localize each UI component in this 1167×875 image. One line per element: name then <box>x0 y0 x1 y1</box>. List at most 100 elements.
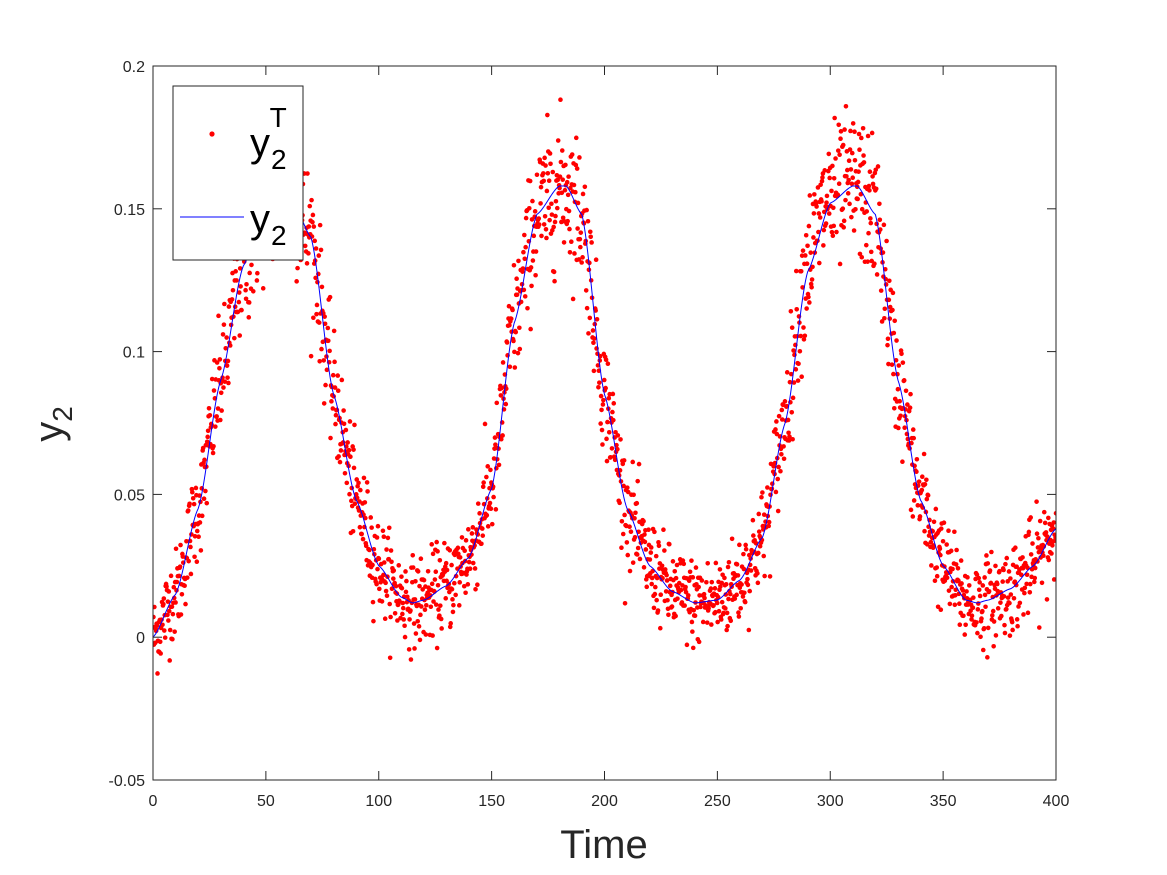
scatter-point <box>673 575 679 581</box>
scatter-point <box>591 368 597 374</box>
scatter-point <box>696 639 702 645</box>
scatter-point <box>773 427 778 432</box>
scatter-point <box>447 624 453 630</box>
scatter-point <box>819 199 824 204</box>
scatter-point <box>635 545 641 551</box>
scatter-point <box>846 177 851 183</box>
scatter-point <box>1013 582 1019 588</box>
scatter-point <box>221 385 226 390</box>
scatter-point <box>851 228 857 233</box>
svg-text:y2: y2 <box>27 406 78 442</box>
scatter-point <box>310 219 315 225</box>
scatter-point <box>567 249 573 255</box>
scatter-point <box>488 506 494 512</box>
scatter-point <box>782 399 788 404</box>
scatter-point <box>985 655 990 660</box>
scatter-point <box>402 623 407 629</box>
scatter-point <box>213 424 218 429</box>
scatter-point <box>221 322 227 327</box>
scatter-point <box>599 407 604 413</box>
scatter-point <box>482 421 488 427</box>
scatter-point <box>1006 569 1012 574</box>
scatter-point <box>542 214 548 219</box>
scatter-point <box>531 233 537 239</box>
scatter-point <box>516 258 521 264</box>
scatter-point <box>1013 545 1018 550</box>
scatter-point <box>217 366 222 371</box>
scatter-point <box>849 214 854 220</box>
scatter-point <box>804 261 810 267</box>
scatter-point <box>222 301 227 307</box>
scatter-point <box>625 552 631 558</box>
scatter-point <box>387 655 393 661</box>
scatter-point <box>465 582 471 587</box>
scatter-point <box>363 515 368 521</box>
scatter-point <box>661 527 666 532</box>
scatter-point <box>384 593 390 599</box>
scatter-point <box>399 585 405 591</box>
scatter-point <box>153 614 156 620</box>
scatter-point <box>325 325 331 331</box>
scatter-point <box>391 576 396 581</box>
scatter-point <box>993 633 999 638</box>
scatter-point <box>399 574 404 579</box>
scatter-point <box>475 582 480 588</box>
scatter-point <box>173 546 179 552</box>
scatter-point <box>691 608 697 613</box>
scatter-point <box>625 489 631 495</box>
scatter-point <box>857 251 863 257</box>
scatter-point <box>435 549 440 554</box>
scatter-point <box>550 169 556 175</box>
scatter-point <box>534 172 540 178</box>
scatter-point <box>742 590 747 596</box>
scatter-point <box>542 155 547 161</box>
scatter-point <box>480 484 486 490</box>
scatter-point <box>843 103 849 109</box>
scatter-point <box>406 647 412 652</box>
scatter-point <box>335 373 341 378</box>
scatter-point <box>887 316 893 321</box>
scatter-point <box>197 493 202 498</box>
scatter-point <box>358 487 363 493</box>
scatter-point <box>896 363 902 368</box>
scatter-point <box>709 622 714 627</box>
scatter-point <box>192 533 198 539</box>
scatter-point <box>504 340 510 345</box>
scatter-point <box>882 315 887 321</box>
scatter-point <box>375 523 381 529</box>
scatter-point <box>408 608 413 613</box>
scatter-point <box>824 193 830 199</box>
scatter-point <box>521 249 526 255</box>
scatter-point <box>313 246 319 251</box>
scatter-point <box>1051 520 1056 525</box>
scatter-point <box>347 419 353 424</box>
scatter-point <box>1009 619 1015 625</box>
scatter-point <box>1051 577 1056 582</box>
scatter-point <box>448 621 453 626</box>
scatter-point <box>922 482 928 487</box>
scatter-point <box>981 625 987 631</box>
scatter-point <box>1015 623 1020 629</box>
scatter-point <box>988 580 994 586</box>
scatter-point <box>859 135 864 141</box>
scatter-point <box>761 553 767 559</box>
scatter-point <box>157 639 163 645</box>
scatter-point <box>385 535 391 541</box>
scatter-point <box>166 589 172 594</box>
scatter-point <box>565 218 570 224</box>
scatter-point <box>831 175 837 181</box>
scatter-point <box>337 459 343 465</box>
x-tick-label: 400 <box>1043 793 1070 810</box>
scatter-point <box>226 380 231 386</box>
scatter-point <box>577 236 583 242</box>
scatter-point <box>718 584 723 589</box>
scatter-point <box>192 554 197 560</box>
scatter-point <box>834 229 839 235</box>
scatter-point <box>866 183 872 189</box>
scatter-point <box>811 235 816 240</box>
scatter-point <box>412 646 417 651</box>
scatter-point <box>845 191 851 196</box>
scatter-point <box>838 129 844 134</box>
scatter-point <box>894 338 899 343</box>
scatter-point <box>380 528 386 534</box>
